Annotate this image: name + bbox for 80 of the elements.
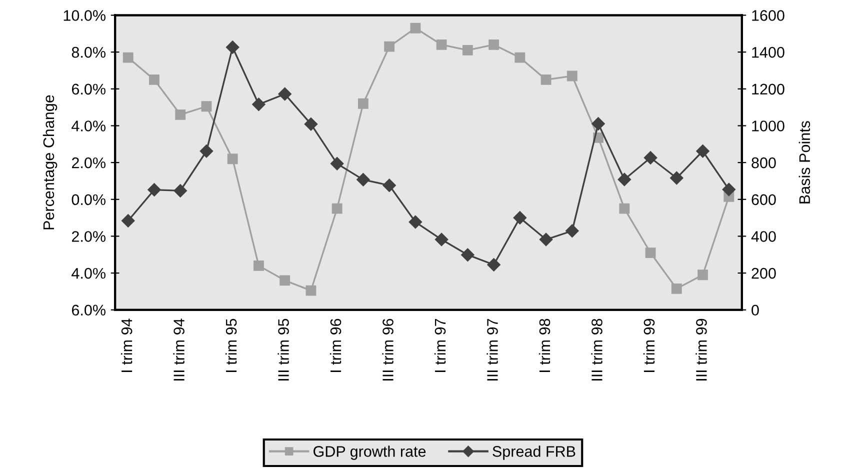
point xyxy=(200,144,214,158)
point xyxy=(252,98,266,111)
point xyxy=(330,157,344,170)
y-tick-label: 6.0% xyxy=(72,84,106,95)
y-tick-label: 0.0% xyxy=(72,194,106,206)
y2-tick-label: 800 xyxy=(752,157,776,168)
point xyxy=(175,109,186,120)
point xyxy=(122,52,134,63)
point xyxy=(254,260,264,271)
point xyxy=(513,211,527,224)
point xyxy=(540,74,552,85)
x-tick-label: I trim 99 xyxy=(643,318,655,372)
x-tick-label: I trim 96 xyxy=(330,318,342,372)
point xyxy=(644,151,658,164)
y2-tick-label: 600 xyxy=(752,194,776,206)
point xyxy=(566,70,578,82)
point xyxy=(201,101,212,112)
point xyxy=(436,39,447,50)
point xyxy=(488,39,500,50)
point xyxy=(671,283,682,294)
x-tick-label: III trim 95 xyxy=(278,318,289,380)
x-tick-label: I trim 95 xyxy=(225,318,237,372)
point xyxy=(148,183,161,196)
x-tick-label: I trim 97 xyxy=(434,318,446,372)
point xyxy=(722,182,736,196)
point xyxy=(592,117,605,130)
point xyxy=(696,144,710,158)
y-tick-label: 4.0% xyxy=(72,120,106,132)
point xyxy=(149,74,160,85)
y-tick-label: 2.0% xyxy=(72,231,106,242)
point xyxy=(122,214,135,228)
y2-tick-label: 1200 xyxy=(752,84,784,95)
point xyxy=(670,171,684,185)
point xyxy=(487,258,500,272)
y-tick-label: 4.0% xyxy=(72,268,106,279)
point xyxy=(306,285,316,296)
point xyxy=(358,98,368,109)
point xyxy=(410,22,421,34)
point xyxy=(304,117,318,131)
x-tick-label: III trim 96 xyxy=(382,318,394,380)
y-axis-title: Percentage Change xyxy=(42,95,58,230)
point xyxy=(434,232,448,246)
point xyxy=(174,184,187,198)
point xyxy=(566,224,579,238)
y2-tick-label: 1000 xyxy=(752,120,784,132)
legend-label: Spread FRB xyxy=(492,446,576,460)
x-tick-label: III trim 98 xyxy=(591,318,602,380)
y2-tick-label: 400 xyxy=(751,231,776,242)
point xyxy=(514,52,526,63)
point xyxy=(356,173,370,186)
y-tick-label: 6.0% xyxy=(72,304,106,316)
point xyxy=(539,232,553,246)
point xyxy=(382,178,396,192)
x-tick-label: I trim 98 xyxy=(538,318,550,372)
x-tick-label: III trim 94 xyxy=(173,318,184,380)
x-tick-label: I trim 94 xyxy=(120,318,132,372)
y2-axis-title: Basis Points xyxy=(798,121,810,204)
y-tick-label: 8.0% xyxy=(72,46,106,58)
y2-tick-label: 1400 xyxy=(752,46,784,58)
point xyxy=(462,45,473,56)
y-tick-label: 2.0% xyxy=(72,157,106,168)
point xyxy=(461,248,474,262)
point xyxy=(280,275,290,286)
point xyxy=(227,154,238,164)
point xyxy=(698,270,708,280)
point xyxy=(278,87,292,101)
point xyxy=(226,40,240,54)
point xyxy=(618,172,631,186)
point xyxy=(408,215,422,229)
point xyxy=(645,248,656,258)
y2-tick-label: 200 xyxy=(752,268,776,279)
y2-tick-label: 1600 xyxy=(752,10,784,21)
x-tick-label: III trim 97 xyxy=(486,318,498,380)
x-tick-label: III trim 99 xyxy=(696,318,707,380)
legend-label: GDP growth rate xyxy=(314,446,426,460)
point xyxy=(332,203,342,214)
point xyxy=(619,203,630,214)
y2-tick-label: 0 xyxy=(752,304,759,316)
y-tick-label: 10.0% xyxy=(64,10,106,21)
point xyxy=(384,41,395,52)
